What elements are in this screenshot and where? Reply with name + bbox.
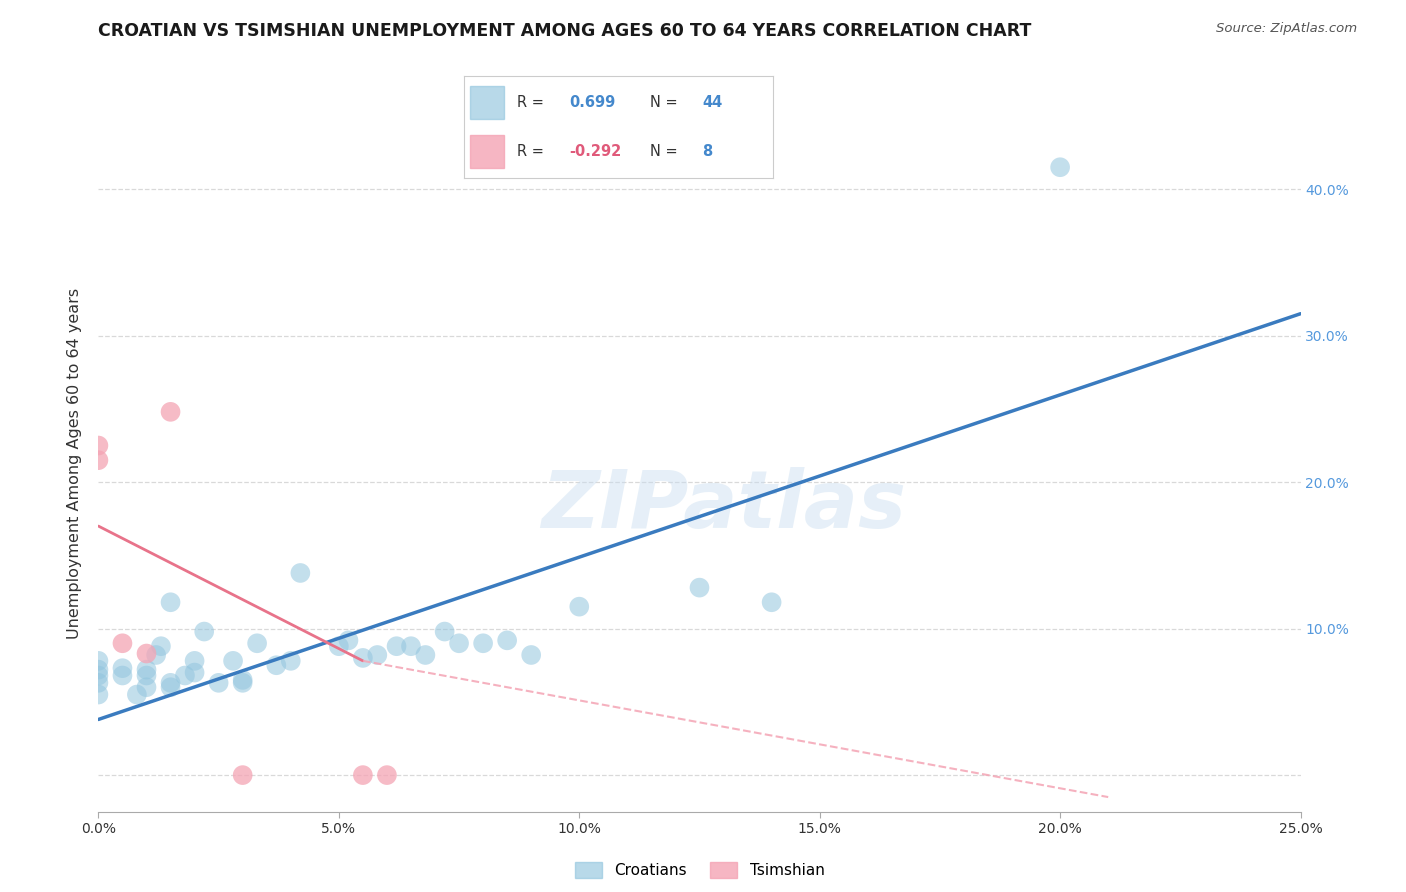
Point [87, 675, 110, 690]
Point [433, 624, 456, 639]
Point [135, 647, 157, 661]
Point [149, 639, 172, 653]
Bar [470, 87, 505, 119]
Point [174, 668, 197, 682]
Text: R =: R = [516, 95, 548, 110]
Point [520, 648, 543, 662]
Point [415, 648, 437, 662]
Point [1049, 160, 1071, 174]
Point [87, 438, 110, 452]
Point [87, 668, 110, 682]
Point [337, 633, 360, 648]
Point [145, 648, 167, 662]
Y-axis label: Unemployment Among Ages 60 to 64 years: Unemployment Among Ages 60 to 64 years [67, 288, 83, 640]
Text: CROATIAN VS TSIMSHIAN UNEMPLOYMENT AMONG AGES 60 TO 64 YEARS CORRELATION CHART: CROATIAN VS TSIMSHIAN UNEMPLOYMENT AMONG… [98, 22, 1032, 40]
Point [159, 680, 181, 694]
Point [447, 636, 470, 650]
Point [385, 639, 408, 653]
Point [352, 768, 374, 782]
Point [689, 581, 711, 595]
Text: 0.699: 0.699 [569, 95, 616, 110]
Legend: Croatians, Tsimshian: Croatians, Tsimshian [568, 856, 831, 884]
Point [87, 453, 110, 467]
Point [375, 768, 398, 782]
Text: Source: ZipAtlas.com: Source: ZipAtlas.com [1216, 22, 1357, 36]
Point [280, 654, 302, 668]
Text: N =: N = [650, 145, 682, 160]
Point [761, 595, 783, 609]
Text: -0.292: -0.292 [569, 145, 621, 160]
Point [159, 675, 181, 690]
Point [111, 668, 134, 682]
Point [232, 673, 254, 687]
Point [366, 648, 388, 662]
Point [111, 661, 134, 675]
Point [135, 680, 157, 694]
Text: R =: R = [516, 145, 548, 160]
Point [87, 663, 110, 677]
Point [496, 633, 519, 648]
Point [125, 688, 148, 702]
Point [472, 636, 495, 650]
Text: 44: 44 [702, 95, 723, 110]
Point [111, 636, 134, 650]
Point [328, 639, 350, 653]
Point [266, 658, 288, 673]
Point [183, 654, 205, 668]
Point [399, 639, 422, 653]
Point [135, 668, 157, 682]
Point [232, 675, 254, 690]
Bar [470, 136, 505, 168]
Point [208, 675, 231, 690]
Point [193, 624, 215, 639]
Point [159, 405, 181, 419]
Point [87, 688, 110, 702]
Point [290, 566, 312, 580]
Point [222, 654, 245, 668]
Point [232, 768, 254, 782]
Point [159, 595, 181, 609]
Point [246, 636, 269, 650]
Point [87, 654, 110, 668]
Point [352, 651, 374, 665]
Text: N =: N = [650, 95, 682, 110]
Text: ZIPatlas: ZIPatlas [541, 467, 905, 545]
Text: 8: 8 [702, 145, 713, 160]
Point [183, 665, 205, 680]
Point [135, 663, 157, 677]
Point [568, 599, 591, 614]
